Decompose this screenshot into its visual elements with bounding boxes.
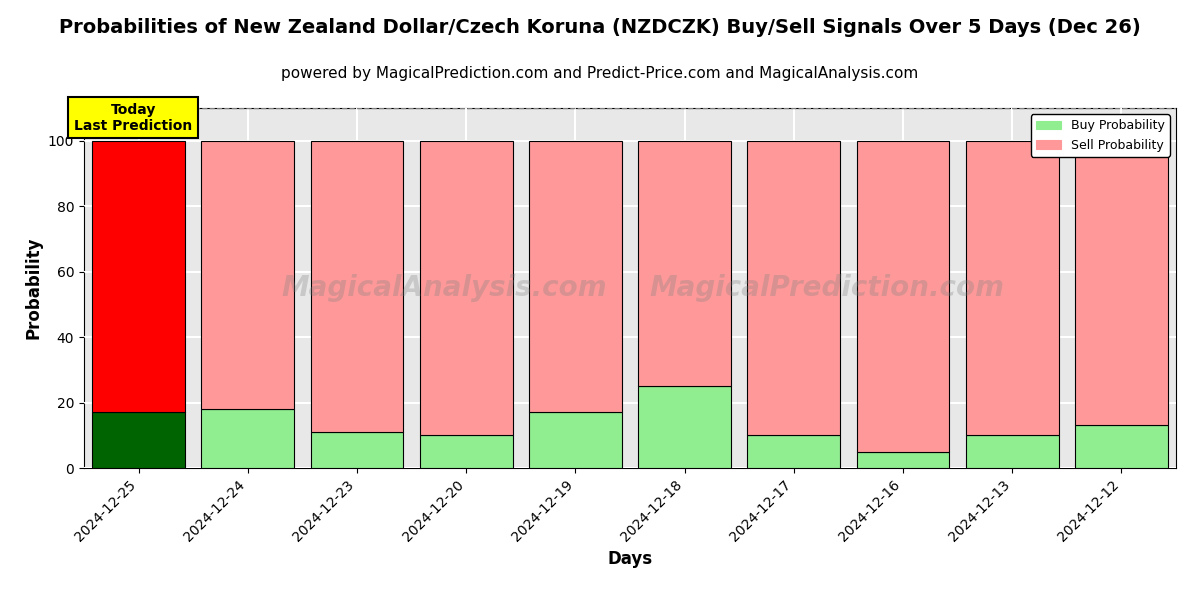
Bar — [420, 435, 512, 468]
Text: powered by MagicalPrediction.com and Predict-Price.com and MagicalAnalysis.com: powered by MagicalPrediction.com and Pre… — [281, 66, 919, 81]
Text: Today
Last Prediction: Today Last Prediction — [74, 103, 192, 133]
Y-axis label: Probability: Probability — [24, 237, 42, 339]
X-axis label: Days: Days — [607, 550, 653, 568]
Bar — [529, 141, 622, 412]
Bar — [420, 141, 512, 435]
Bar — [638, 141, 731, 386]
Bar — [638, 386, 731, 468]
Bar — [529, 412, 622, 468]
Bar — [1075, 425, 1168, 468]
Text: MagicalAnalysis.com: MagicalAnalysis.com — [282, 274, 607, 302]
Bar — [1075, 141, 1168, 425]
Legend: Buy Probability, Sell Probability: Buy Probability, Sell Probability — [1031, 114, 1170, 157]
Bar — [748, 141, 840, 435]
Text: MagicalPrediction.com: MagicalPrediction.com — [649, 274, 1004, 302]
Bar — [311, 141, 403, 432]
Bar — [202, 409, 294, 468]
Bar — [966, 141, 1058, 435]
Bar — [311, 432, 403, 468]
Bar — [92, 141, 185, 412]
Bar — [202, 141, 294, 409]
Bar — [748, 435, 840, 468]
Bar — [92, 412, 185, 468]
Bar — [857, 452, 949, 468]
Bar — [966, 435, 1058, 468]
Bar — [857, 141, 949, 452]
Text: Probabilities of New Zealand Dollar/Czech Koruna (NZDCZK) Buy/Sell Signals Over : Probabilities of New Zealand Dollar/Czec… — [59, 18, 1141, 37]
